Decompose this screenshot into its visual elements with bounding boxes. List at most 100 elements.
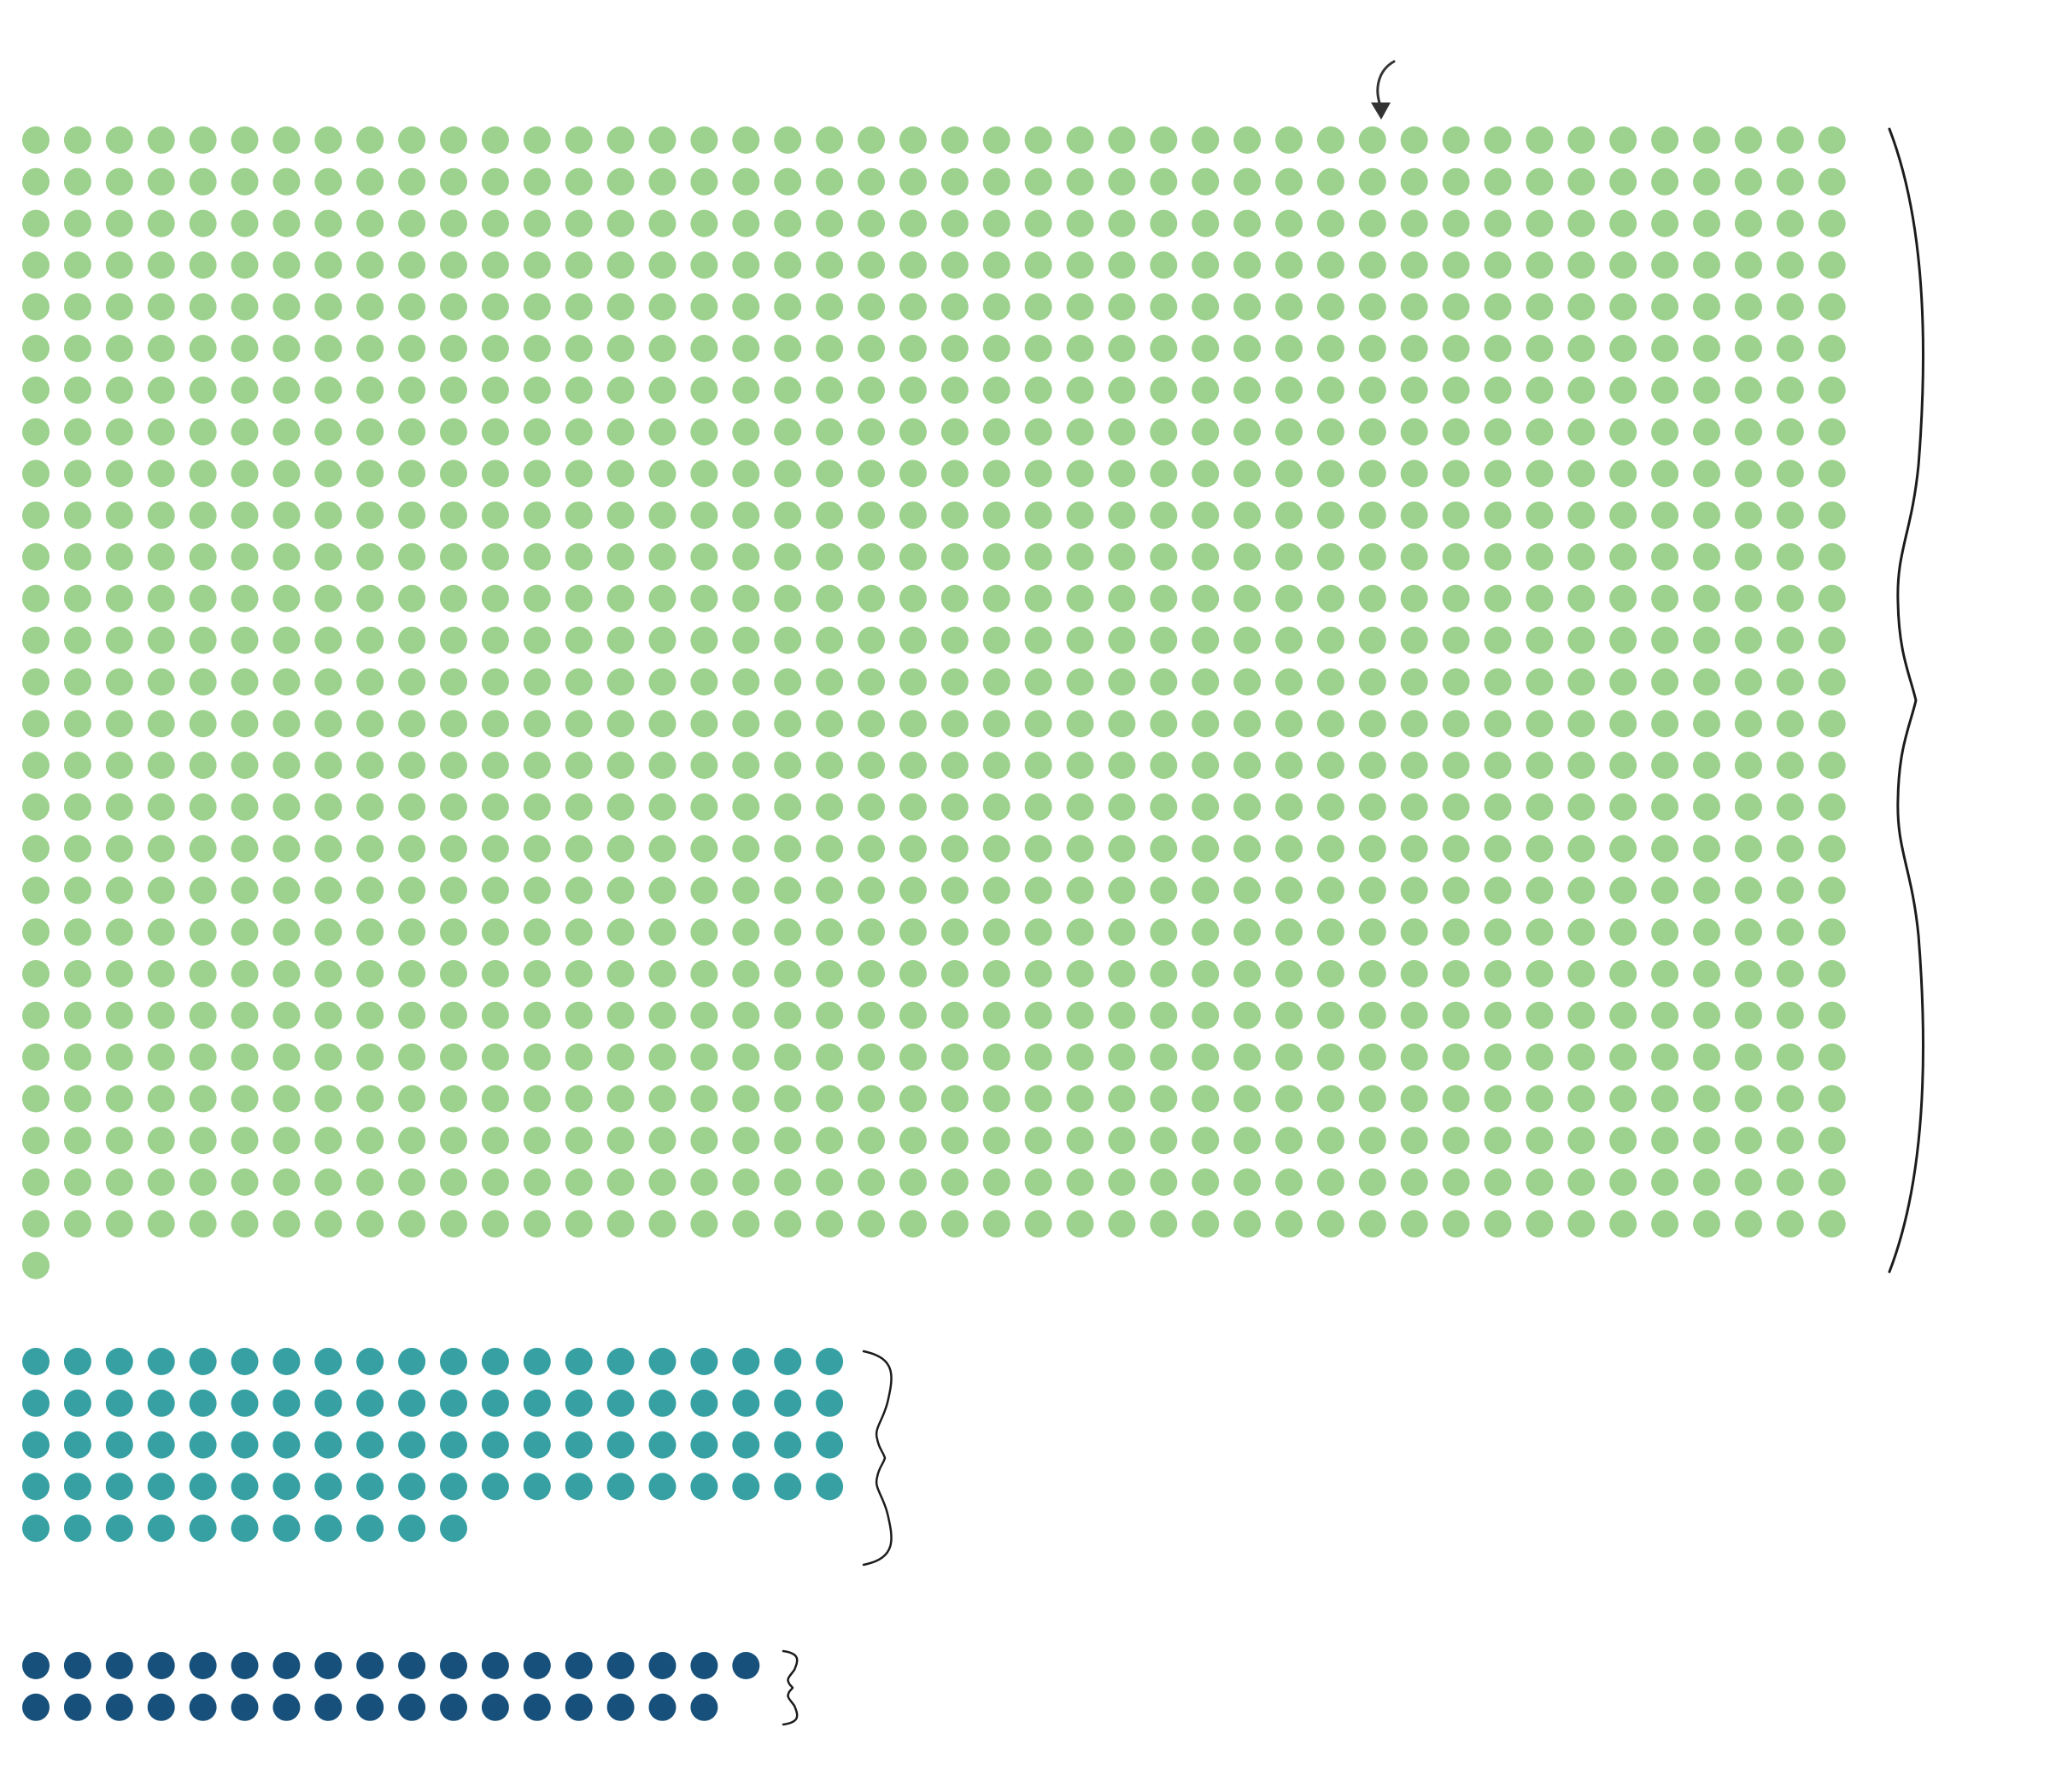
dot-group-1-dot [1066,1209,1094,1238]
dot-group-1-dot [1024,376,1052,404]
dot-group-1-dot [1024,1127,1052,1155]
dot-group-1-dot [314,918,343,946]
dot-group-1-dot [774,1085,802,1113]
dot-group-1-dot [1567,1043,1596,1071]
dot-group-1-dot [899,710,927,738]
dot-group-1-dot [314,960,343,987]
dot-group-1-dot [1484,584,1512,612]
dot-group-3-dot [63,1693,91,1721]
dot-group-1-dot [1024,418,1052,446]
dot-group-1-dot [1609,209,1637,237]
dot-group-1-dot [1150,167,1178,196]
dot-group-1-dot [1818,126,1846,154]
dot-group-1-dot [63,1085,91,1113]
dot-group-1-dot [940,668,969,696]
dot-group-3-dot [314,1693,343,1721]
dot-group-1-dot [356,918,384,946]
dot-group-1-dot [1358,209,1386,237]
dot-group-1-dot [1024,1001,1052,1029]
dot-group-1-dot [899,501,927,530]
dot-group-1-dot [1567,1001,1596,1029]
dot-group-1-dot [648,1043,676,1071]
dot-group-1-dot [314,710,343,738]
dot-group-1-dot [1192,876,1220,905]
dot-group-1-dot [63,167,91,196]
dot-group-1-dot [606,960,635,987]
dot-group-1-dot [816,209,844,237]
dot-group-1-dot [1192,835,1220,863]
dot-group-1-dot [189,501,217,530]
dot-group-2-dot [606,1348,635,1375]
dot-group-1-dot [1818,293,1846,321]
dot-group-1-dot [1400,584,1428,612]
dot-group-1-dot [272,1209,301,1238]
dot-group-1-dot [648,126,676,154]
dot-group-1-dot [648,335,676,362]
dot-group-1-dot [481,668,509,696]
dot-group-1-dot [481,335,509,362]
dot-group-1-dot [858,251,885,279]
dot-group-2-dot [356,1389,384,1417]
dot-group-1-dot [63,1209,91,1238]
dot-group-1-dot [1651,376,1679,404]
dot-group-1-dot [147,960,175,987]
dot-group-1-dot [606,876,635,905]
dot-group-1-dot [1442,501,1470,530]
dot-group-1-dot [606,668,635,696]
dot-group-1-dot [1609,876,1637,905]
dot-group-1-dot [732,918,760,946]
dot-group-3-dot [147,1693,175,1721]
dot-group-2-dot [314,1431,343,1459]
dot-group-1-dot [565,1168,593,1196]
dot-group-1-dot [105,1043,133,1071]
dot-group-1-dot [105,960,133,987]
dot-group-1-dot [523,668,551,696]
dot-group-1-dot [1651,167,1679,196]
dot-group-1-dot [1818,793,1846,821]
dots-layer [22,126,1846,1721]
dot-group-1-dot [22,793,50,821]
dot-group-1-dot [899,752,927,779]
dot-group-1-dot [1484,1209,1512,1238]
dot-group-1-dot [523,376,551,404]
dot-group-1-dot [105,335,133,362]
dot-group-1-dot [481,876,509,905]
dot-group-1-dot [314,167,343,196]
dot-group-1-dot [1024,752,1052,779]
dot-group-1-dot [22,960,50,987]
dot-group-1-dot [481,1168,509,1196]
dot-group-1-dot [1358,918,1386,946]
dot-group-1-dot [982,793,1010,821]
dot-group-1-dot [1651,1127,1679,1155]
dot-group-1-dot [481,1085,509,1113]
dot-group-1-dot [272,460,301,488]
dot-group-1-dot [940,1168,969,1196]
dot-group-1-dot [982,418,1010,446]
dot-group-1-dot [774,293,802,321]
dot-group-2-dot [565,1473,593,1501]
dot-group-1-dot [982,918,1010,946]
dot-group-3-dot [314,1652,343,1679]
dot-group-1-dot [1150,752,1178,779]
dot-group-1-dot [147,209,175,237]
dot-group-1-dot [1651,251,1679,279]
dot-group-1-dot [1400,668,1428,696]
dot-group-1-dot [1442,960,1470,987]
dot-group-1-dot [356,1209,384,1238]
dot-group-1-dot [22,710,50,738]
dot-group-1-dot [1526,335,1554,362]
dot-group-1-dot [816,1043,844,1071]
dot-group-1-dot [63,418,91,446]
dot-group-1-dot [1567,209,1596,237]
dot-group-1-dot [523,1043,551,1071]
dot-group-1-dot [1651,960,1679,987]
dot-group-1-dot [1651,668,1679,696]
dot-group-1-dot [732,710,760,738]
dot-group-1-dot [398,668,426,696]
dot-group-1-dot [1400,960,1428,987]
dot-group-1-dot [1400,1127,1428,1155]
dot-group-1-dot [314,501,343,530]
dot-group-1-dot [899,1001,927,1029]
dot-group-2-dot [314,1348,343,1375]
dot-group-1-dot [606,501,635,530]
